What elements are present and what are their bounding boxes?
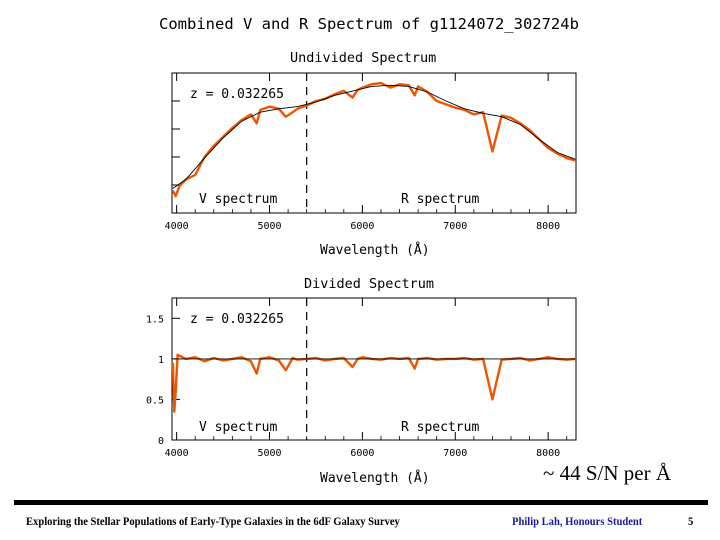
undivided-x-tick-label: 6000: [350, 221, 374, 232]
undivided-panel: Undivided Spectrum z = 0.032265 V spectr…: [165, 50, 577, 258]
divided-v-spectrum-label: V spectrum: [199, 420, 277, 435]
footer-talk-title: Exploring the Stellar Populations of Ear…: [26, 514, 400, 528]
divided-panel: Divided Spectrum z = 0.032265 V spectrum…: [146, 276, 577, 486]
undivided-panel-title: Undivided Spectrum: [290, 50, 436, 66]
undivided-x-tick-label: 8000: [536, 221, 560, 232]
divided-panel-title: Divided Spectrum: [304, 276, 434, 292]
figure-title: Combined V and R Spectrum of g1124072_30…: [159, 15, 579, 33]
divided-x-tick-label: 4000: [165, 448, 189, 459]
footer-author: Philip Lah, Honours Student: [512, 514, 643, 528]
footer-page-number: 5: [688, 514, 694, 528]
undivided-x-tick-labels: 4000 5000 6000 7000 8000: [165, 221, 561, 232]
undivided-r-spectrum-label: R spectrum: [401, 192, 479, 207]
undivided-redshift-annotation: z = 0.032265: [190, 87, 284, 102]
divided-redshift-annotation: z = 0.032265: [190, 312, 284, 327]
undivided-x-axis-label: Wavelength (Å): [320, 242, 430, 258]
signal-to-noise-note: ~ 44 S/N per Å: [543, 461, 672, 485]
footer-divider: [14, 500, 708, 505]
divided-x-tick-label: 6000: [350, 448, 374, 459]
divided-y-tick-label: 0.5: [146, 395, 164, 406]
undivided-x-tick-label: 4000: [165, 221, 189, 232]
undivided-fitted-continuum: [172, 84, 576, 189]
divided-x-tick-labels: 4000 5000 6000 7000 8000: [165, 448, 561, 459]
divided-x-tick-label: 8000: [536, 448, 560, 459]
divided-y-tick-label: 0: [158, 436, 164, 447]
divided-observed-spectrum: [171, 353, 576, 413]
undivided-observed-spectrum: [171, 81, 576, 198]
undivided-x-tick-label: 7000: [443, 221, 467, 232]
divided-y-tick-labels: 0 0.5 1 1.5: [146, 314, 164, 447]
undivided-x-tick-label: 5000: [257, 221, 281, 232]
divided-r-spectrum-label: R spectrum: [401, 420, 479, 435]
divided-x-tick-label: 5000: [257, 448, 281, 459]
divided-y-tick-label: 1: [158, 355, 164, 366]
divided-x-axis-label: Wavelength (Å): [320, 470, 430, 486]
undivided-plot-frame: [171, 72, 577, 214]
undivided-v-spectrum-label: V spectrum: [199, 192, 277, 207]
undivided-x-ticks: [172, 73, 568, 213]
divided-x-tick-label: 7000: [443, 448, 467, 459]
divided-y-tick-label: 1.5: [146, 314, 164, 325]
